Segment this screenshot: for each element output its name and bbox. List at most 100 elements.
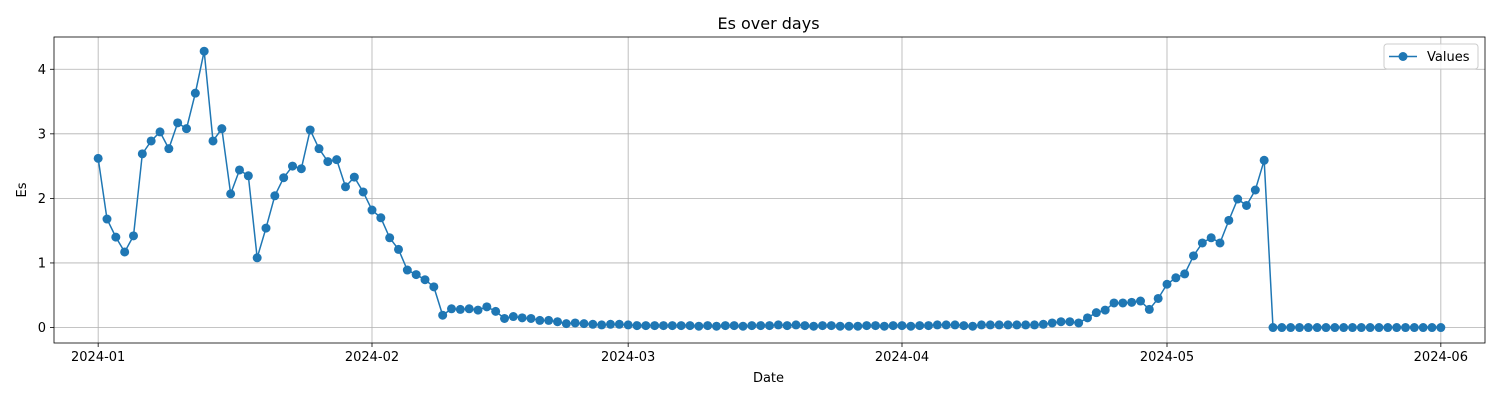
- data-point: [420, 275, 430, 285]
- data-point: [994, 320, 1004, 330]
- data-point: [712, 321, 721, 331]
- data-point: [1162, 279, 1172, 289]
- data-point: [1180, 269, 1190, 279]
- data-point: [985, 320, 995, 330]
- data-point: [553, 317, 562, 327]
- data-point: [1295, 323, 1304, 333]
- series-layer: [93, 46, 1446, 333]
- data-point: [623, 320, 633, 330]
- y-tick-label: 3: [38, 127, 46, 142]
- x-tick-label: 2024-03: [601, 350, 655, 365]
- data-point: [924, 321, 933, 331]
- data-point: [111, 232, 121, 242]
- data-point: [1268, 323, 1278, 333]
- data-point: [614, 319, 624, 329]
- data-point: [871, 321, 880, 331]
- data-point: [1030, 320, 1039, 330]
- data-point: [703, 321, 713, 331]
- data-point: [1206, 233, 1216, 243]
- data-point: [473, 305, 483, 315]
- data-point: [941, 320, 951, 330]
- data-point: [491, 306, 501, 316]
- data-point: [1091, 308, 1101, 318]
- data-point: [447, 304, 456, 314]
- data-point: [1383, 323, 1393, 333]
- y-tick-label: 1: [38, 256, 46, 271]
- data-point: [1136, 296, 1145, 306]
- data-point: [279, 173, 289, 183]
- data-point: [1065, 317, 1075, 327]
- data-point: [1189, 251, 1198, 261]
- y-axis-title: Es: [15, 182, 30, 197]
- data-point: [897, 321, 907, 331]
- data-point: [376, 213, 386, 223]
- data-point: [738, 321, 748, 331]
- data-point: [1021, 320, 1031, 330]
- plot-frame: [53, 36, 1486, 344]
- data-point: [667, 321, 677, 331]
- data-point: [977, 320, 986, 330]
- data-point: [349, 172, 359, 182]
- data-point: [968, 321, 978, 331]
- data-point: [367, 205, 377, 215]
- legend-label: Values: [1427, 50, 1470, 65]
- axes: 2024-01 2024-02 2024-03 2024-04 2024-05 2024-…: [38, 36, 1486, 365]
- data-point: [120, 247, 130, 257]
- data-point: [888, 321, 898, 331]
- data-point: [517, 313, 527, 323]
- data-point: [270, 191, 280, 201]
- data-point: [729, 321, 739, 331]
- data-point: [800, 321, 810, 331]
- data-point: [314, 144, 324, 154]
- data-point: [164, 144, 174, 154]
- data-point: [1392, 323, 1402, 333]
- data-point: [1109, 298, 1119, 308]
- data-point: [500, 313, 509, 323]
- data-point: [208, 136, 218, 146]
- x-tick-label: 2024-04: [875, 350, 929, 365]
- data-point: [544, 315, 554, 325]
- data-point: [826, 321, 836, 331]
- data-point: [1330, 323, 1340, 333]
- y-tick-label: 4: [38, 63, 46, 78]
- data-point: [879, 321, 889, 331]
- data-point: [1100, 305, 1110, 315]
- data-point: [747, 321, 757, 331]
- data-point: [137, 149, 147, 159]
- data-point: [508, 312, 518, 322]
- data-point: [791, 320, 801, 330]
- data-point: [526, 313, 536, 323]
- data-point: [720, 321, 730, 331]
- data-point: [676, 321, 686, 331]
- data-point: [394, 244, 403, 254]
- data-point: [1038, 319, 1048, 329]
- x-tick-label: 2024-05: [1140, 350, 1194, 365]
- data-point: [659, 321, 668, 331]
- data-point: [818, 321, 827, 331]
- data-point: [1348, 323, 1357, 333]
- data-point: [1374, 323, 1384, 333]
- data-point: [641, 321, 651, 331]
- series-line: [97, 51, 1441, 329]
- data-point: [906, 321, 916, 331]
- data-point: [482, 302, 492, 312]
- data-point: [1321, 323, 1331, 333]
- data-point: [438, 310, 448, 320]
- data-point: [1215, 238, 1225, 248]
- data-point: [959, 321, 969, 331]
- data-point: [1056, 317, 1066, 327]
- data-point: [93, 153, 103, 163]
- data-point: [323, 157, 333, 167]
- data-point: [1427, 323, 1437, 333]
- data-point: [1259, 155, 1269, 165]
- data-point: [1144, 304, 1154, 314]
- legend-marker-sample: [1398, 52, 1408, 61]
- data-point: [455, 304, 465, 314]
- data-point: [235, 165, 244, 175]
- chart-title: Es over days: [717, 14, 819, 33]
- data-point: [252, 253, 262, 263]
- data-point: [1171, 273, 1181, 283]
- data-point: [1074, 318, 1084, 328]
- data-point: [950, 320, 960, 330]
